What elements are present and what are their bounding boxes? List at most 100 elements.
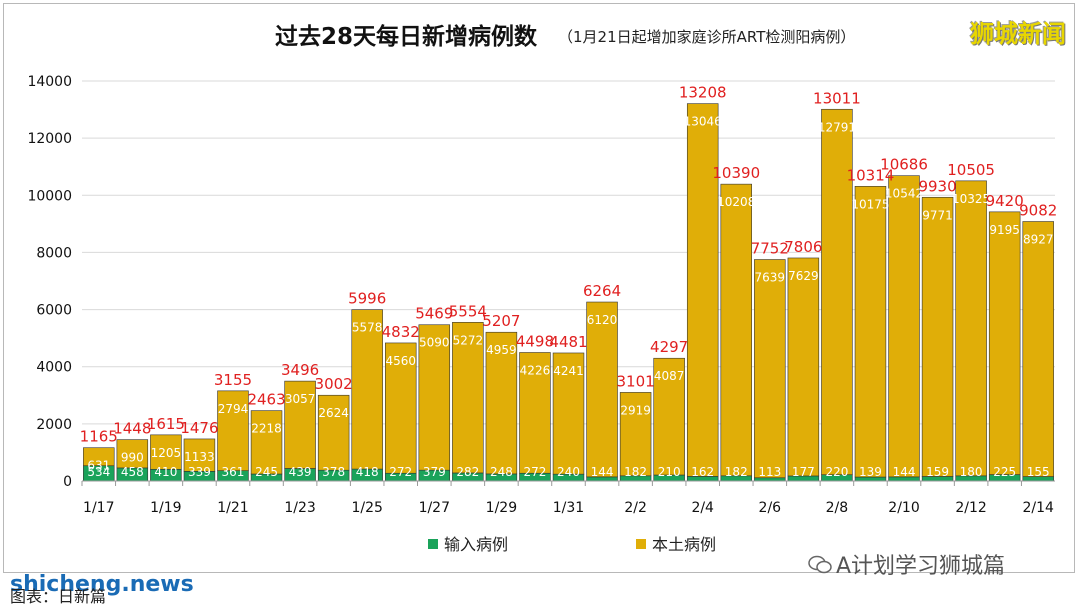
y-tick-label: 6000 bbox=[36, 303, 72, 319]
data-label-imported: 458 bbox=[121, 465, 144, 479]
bar-local bbox=[821, 108, 853, 476]
bar-local bbox=[351, 309, 383, 470]
data-label-total: 1615 bbox=[147, 415, 185, 433]
data-label-total: 5554 bbox=[449, 302, 487, 320]
data-label-total: 1476 bbox=[180, 419, 218, 437]
data-label-imported: 245 bbox=[255, 465, 278, 479]
bar-local bbox=[452, 322, 484, 474]
legend-label-imported: 输入病例 bbox=[444, 535, 508, 554]
data-label-total: 1448 bbox=[113, 420, 151, 438]
data-label-local: 9195 bbox=[989, 223, 1020, 237]
y-tick-label: 4000 bbox=[36, 360, 72, 376]
x-tick-label: 1/25 bbox=[351, 500, 382, 516]
bar-local bbox=[754, 259, 786, 479]
x-tick-label: 1/19 bbox=[150, 500, 181, 516]
legend-label-local: 本土病例 bbox=[652, 535, 716, 554]
legend-swatch-local bbox=[636, 539, 646, 549]
data-label-imported: 220 bbox=[825, 465, 848, 479]
bar-local bbox=[418, 324, 451, 471]
data-label-total: 9930 bbox=[918, 177, 956, 195]
data-label-total: 13011 bbox=[813, 89, 861, 107]
bar-local bbox=[1022, 221, 1054, 477]
data-label-imported: 182 bbox=[725, 465, 748, 479]
data-label-local: 631 bbox=[87, 459, 110, 473]
data-label-total: 2463 bbox=[247, 391, 285, 409]
data-label-total: 10314 bbox=[847, 166, 895, 184]
data-label-imported: 240 bbox=[557, 465, 580, 479]
wechat-account-name: A计划学习狮城篇 bbox=[836, 554, 1006, 579]
data-label-imported: 361 bbox=[222, 465, 245, 479]
data-label-local: 4226 bbox=[520, 363, 551, 377]
data-label-local: 4959 bbox=[486, 343, 517, 357]
data-label-local: 2624 bbox=[318, 406, 349, 420]
legend: 输入病例 本土病例 bbox=[428, 535, 716, 554]
data-label-local: 3057 bbox=[285, 392, 316, 406]
data-label-local: 9771 bbox=[922, 208, 953, 222]
data-label-total: 3002 bbox=[315, 375, 353, 393]
data-label-imported: 225 bbox=[993, 465, 1016, 479]
bar-local bbox=[116, 439, 149, 469]
data-label-local: 13046 bbox=[684, 115, 722, 129]
y-tick-label: 8000 bbox=[36, 245, 72, 261]
data-label-total: 7752 bbox=[751, 240, 789, 258]
x-tick-label: 2/8 bbox=[826, 500, 849, 516]
bar-local bbox=[284, 380, 316, 469]
x-tick-label: 2/2 bbox=[624, 500, 647, 516]
y-tick-label: 10000 bbox=[27, 188, 72, 204]
data-label-total: 5207 bbox=[482, 312, 520, 330]
x-tick-label: 1/29 bbox=[486, 500, 517, 516]
data-label-imported: 272 bbox=[523, 465, 546, 479]
bar-local bbox=[250, 410, 283, 475]
data-label-local: 7629 bbox=[788, 269, 819, 283]
data-label-imported: 210 bbox=[658, 465, 681, 479]
y-tick-label: 12000 bbox=[27, 131, 72, 147]
data-label-imported: 155 bbox=[1027, 465, 1050, 479]
data-label-local: 4560 bbox=[385, 354, 416, 368]
bar-local bbox=[787, 257, 820, 477]
data-label-local: 6120 bbox=[587, 313, 618, 327]
bar-local bbox=[586, 301, 618, 478]
bar-local bbox=[485, 331, 518, 475]
x-tick-label: 2/12 bbox=[955, 500, 986, 516]
data-label-imported: 379 bbox=[423, 465, 446, 479]
data-label-total: 13208 bbox=[679, 84, 727, 102]
wechat-watermark: A计划学习狮城篇 bbox=[808, 548, 1005, 580]
data-label-imported: 177 bbox=[792, 465, 815, 479]
data-label-imported: 339 bbox=[188, 465, 211, 479]
y-tick-label: 14000 bbox=[27, 74, 72, 90]
x-tick-label: 2/4 bbox=[691, 500, 714, 516]
data-label-total: 7806 bbox=[784, 238, 822, 256]
data-label-local: 5090 bbox=[419, 336, 450, 350]
data-label-local: 2919 bbox=[620, 403, 651, 417]
bar-local bbox=[150, 434, 182, 470]
data-label-local: 5578 bbox=[352, 321, 383, 335]
data-label-imported: 534 bbox=[87, 465, 110, 479]
data-label-total: 4832 bbox=[382, 323, 420, 341]
data-label-local: 7639 bbox=[755, 271, 786, 285]
data-label-local: 10325 bbox=[952, 192, 990, 206]
y-tick-label: 0 bbox=[63, 474, 72, 490]
x-tick-label: 2/14 bbox=[1022, 500, 1054, 516]
data-label-total: 3496 bbox=[281, 361, 319, 379]
bar-local bbox=[653, 357, 685, 476]
x-tick-label: 1/17 bbox=[83, 500, 114, 516]
bars bbox=[83, 103, 1054, 482]
data-label-local: 2218 bbox=[251, 422, 282, 436]
data-label-imported: 144 bbox=[893, 465, 916, 479]
x-tick-label: 1/31 bbox=[553, 500, 584, 516]
data-label-local: 10542 bbox=[885, 187, 923, 201]
x-tick-label: 2/6 bbox=[759, 500, 782, 516]
data-label-imported: 139 bbox=[859, 465, 882, 479]
data-label-imported: 159 bbox=[926, 465, 949, 479]
data-label-total: 4297 bbox=[650, 338, 688, 356]
bar-local bbox=[921, 196, 954, 477]
bar-local bbox=[888, 175, 920, 478]
wechat-icon bbox=[808, 555, 832, 574]
bar-local bbox=[619, 392, 652, 477]
data-label-imported: 272 bbox=[389, 465, 412, 479]
data-label-total: 4481 bbox=[549, 333, 587, 351]
data-label-local: 4241 bbox=[553, 364, 584, 378]
data-label-total: 10505 bbox=[947, 161, 995, 179]
bar-local bbox=[854, 186, 887, 478]
